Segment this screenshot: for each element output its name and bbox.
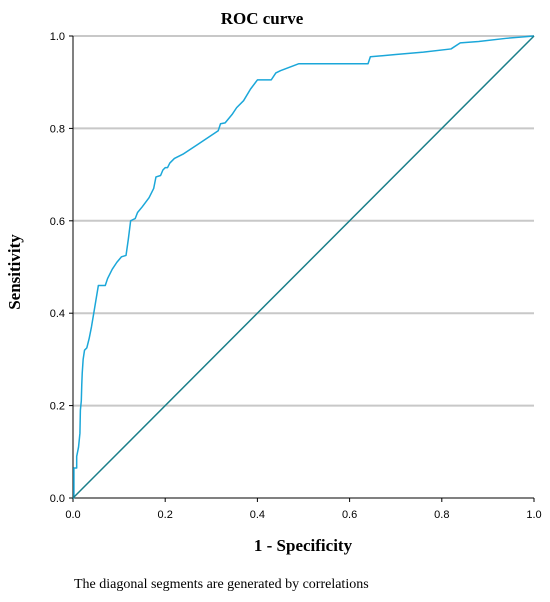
y-tick-label-0: 0.0: [50, 493, 65, 505]
y-tick-label-4: 0.8: [50, 123, 65, 135]
gridlines: [73, 35, 534, 407]
y-tick-label-1: 0.2: [50, 401, 65, 413]
y-tick-label-3: 0.6: [50, 216, 65, 228]
plot-frame: [72, 36, 534, 499]
x-axis-label: 1 - Specificity: [254, 536, 353, 555]
roc-curve-line: [73, 35, 535, 499]
footnote: The diagonal segments are generated by c…: [74, 577, 369, 592]
chart-title: ROC curve: [221, 9, 304, 28]
y-axis-ticks: 0.0 0.2 0.4 0.6 0.8 1.0: [50, 31, 73, 505]
y-axis-label: Sensitivity: [5, 234, 24, 310]
x-tick-label-3: 0.6: [342, 509, 357, 521]
y-tick-label-5: 1.0: [50, 31, 65, 43]
x-axis-ticks: 0.0 0.2 0.4 0.6 0.8 1.0: [65, 498, 542, 521]
x-tick-label-4: 0.8: [434, 509, 449, 521]
x-tick-label-2: 0.4: [250, 509, 265, 521]
x-tick-label-5: 1.0: [526, 509, 541, 521]
y-tick-label-2: 0.4: [50, 308, 65, 320]
x-tick-label-0: 0.0: [65, 509, 80, 521]
reference-diagonal-line: [72, 35, 535, 499]
series-layer: [72, 35, 535, 499]
x-tick-label-1: 0.2: [158, 509, 173, 521]
